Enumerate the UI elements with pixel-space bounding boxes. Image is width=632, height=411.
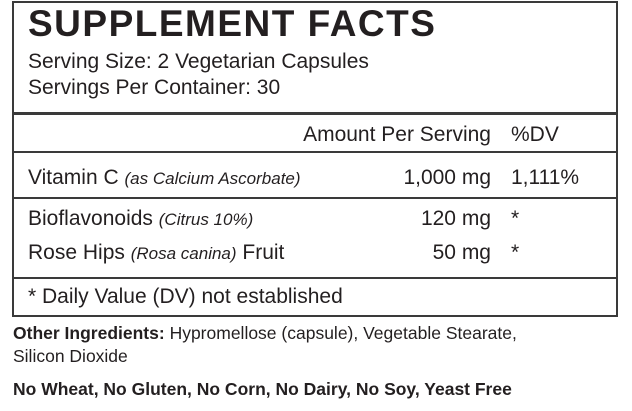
dv-header: %DV [511, 123, 559, 146]
footnote: * Daily Value (DV) not established [28, 285, 343, 308]
allergen-statement: No Wheat, No Gluten, No Corn, No Dairy, … [13, 379, 512, 399]
supplement-facts-panel: SUPPLEMENT FACTS Serving Size: 2 Vegetar… [12, 1, 618, 317]
nutrient-name: Bioflavonoids (Citrus 10%) [28, 207, 254, 230]
other-ingredients: Other Ingredients: Hypromellose (capsule… [13, 323, 517, 343]
other-ingredients-label: Other Ingredients: [13, 323, 165, 343]
other-ingredients-continued: Silicon Dioxide [13, 346, 128, 366]
nutrient-note: (Citrus 10%) [158, 210, 254, 229]
divider [14, 197, 616, 199]
divider [14, 112, 616, 115]
nutrient-dv: * [511, 207, 520, 230]
serving-size: Serving Size: 2 Vegetarian Capsules [28, 50, 369, 73]
nutrient-dv: * [511, 241, 520, 264]
divider [14, 151, 616, 153]
nutrient-dv: 1,111% [511, 166, 580, 189]
nutrient-amount: 50 mg [432, 241, 491, 264]
servings-per-container: Servings Per Container: 30 [28, 76, 281, 99]
divider [14, 277, 616, 279]
amount-header: Amount Per Serving [303, 123, 491, 146]
nutrient-amount: 1,000 mg [403, 166, 491, 189]
nutrient-name: Vitamin C (as Calcium Ascorbate) [28, 166, 301, 189]
nutrient-note: (Rosa canina) [130, 244, 237, 263]
nutrient-note: (as Calcium Ascorbate) [124, 169, 301, 188]
panel-title: SUPPLEMENT FACTS [28, 3, 437, 44]
nutrient-name: Rose Hips (Rosa canina) Fruit [28, 241, 285, 264]
nutrient-amount: 120 mg [420, 207, 491, 230]
